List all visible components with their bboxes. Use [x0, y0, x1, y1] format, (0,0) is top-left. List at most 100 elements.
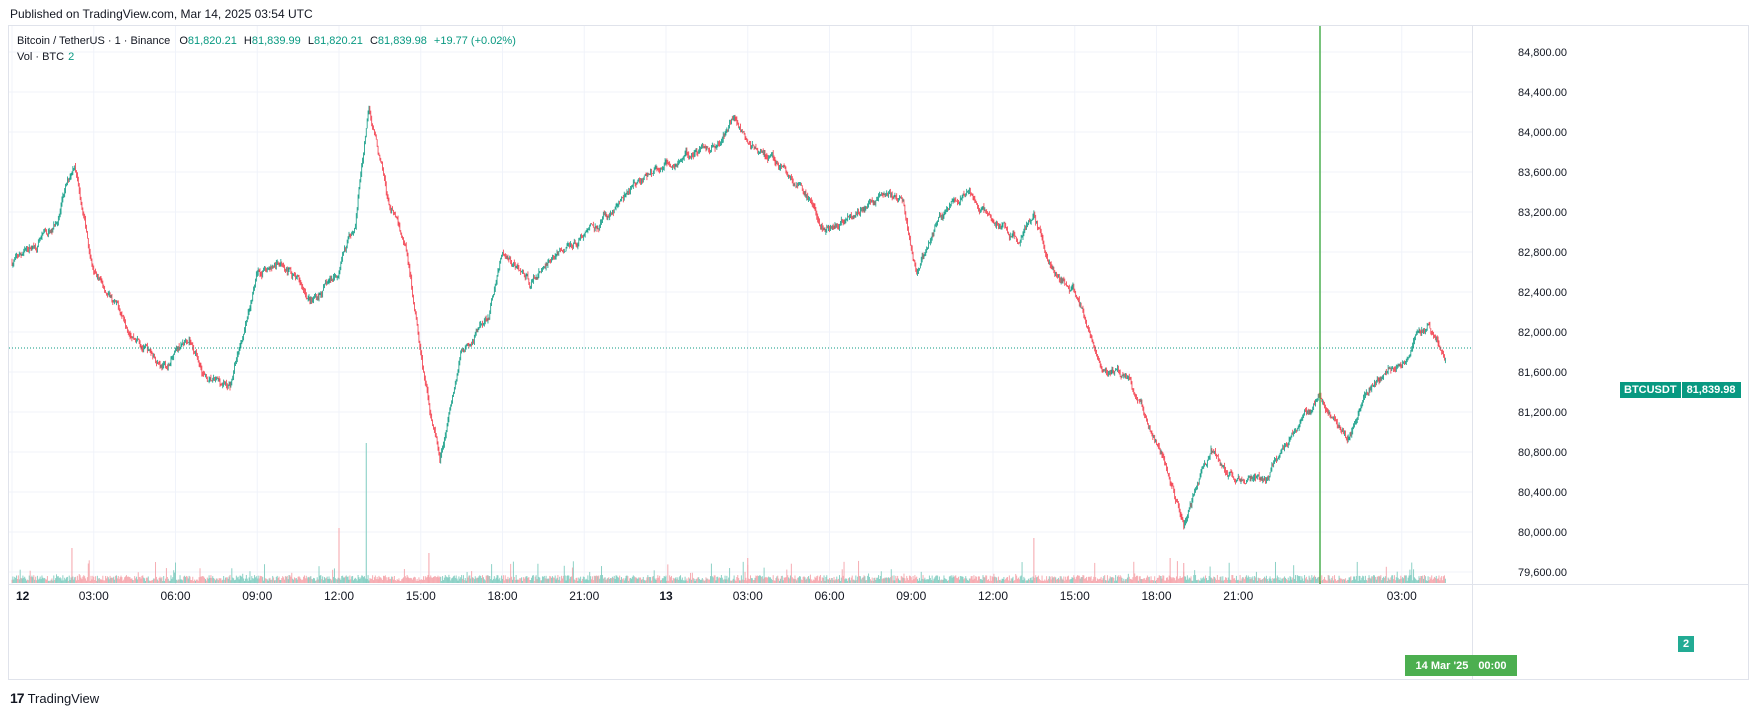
- volume-value: 2: [68, 51, 75, 63]
- volume-bar: [486, 575, 488, 583]
- volume-bar: [182, 580, 184, 583]
- volume-bar: [924, 577, 926, 583]
- volume-bar: [350, 579, 352, 583]
- volume-bar: [34, 579, 36, 583]
- volume-bar: [1300, 580, 1302, 583]
- volume-bar: [742, 561, 744, 583]
- volume-bar: [148, 580, 150, 583]
- volume-bar: [61, 580, 63, 583]
- volume-bar: [650, 577, 652, 583]
- volume-bar: [1108, 578, 1110, 583]
- footer-branding[interactable]: 17 TradingView: [10, 690, 99, 706]
- volume-bar: [1097, 579, 1099, 583]
- volume-bar: [898, 578, 900, 583]
- volume-bar: [640, 577, 642, 583]
- volume-bar: [1180, 577, 1182, 583]
- volume-bar: [784, 577, 786, 583]
- volume-bar: [1083, 575, 1085, 583]
- volume-bar: [46, 579, 48, 583]
- volume-bar: [1165, 577, 1167, 583]
- volume-bar: [102, 575, 104, 583]
- volume-bar: [556, 577, 558, 583]
- volume-bar: [908, 575, 910, 583]
- volume-bar: [970, 576, 972, 583]
- volume-bar: [440, 576, 442, 583]
- volume-bar: [1018, 579, 1020, 583]
- volume-bar: [1223, 580, 1225, 583]
- volume-bar: [740, 575, 742, 583]
- volume-bar: [98, 578, 100, 583]
- volume-bar: [1282, 578, 1284, 583]
- volume-bar: [188, 575, 190, 583]
- volume-bar: [1327, 575, 1329, 583]
- volume-bar: [125, 576, 127, 583]
- volume-bar: [985, 575, 987, 583]
- candlesticks: [11, 105, 1446, 530]
- volume-bar: [307, 576, 309, 583]
- volume-bar: [339, 578, 341, 583]
- volume-bar: [62, 575, 64, 583]
- volume-bar: [637, 578, 639, 583]
- volume-bar: [815, 577, 817, 583]
- volume-bar: [325, 577, 327, 583]
- volume-bar: [927, 579, 929, 583]
- volume-bar: [1268, 578, 1270, 583]
- volume-bar: [1242, 577, 1244, 583]
- volume-bar: [369, 578, 371, 583]
- volume-bar: [1388, 578, 1390, 583]
- volume-bar: [258, 578, 260, 583]
- volume-bar: [1057, 577, 1059, 583]
- volume-bar: [120, 575, 122, 583]
- volume-bar: [466, 571, 468, 583]
- volume-bar: [964, 578, 966, 583]
- high-label: H: [243, 35, 252, 47]
- volume-bar: [454, 577, 456, 583]
- volume-bar: [1123, 578, 1125, 583]
- volume-bar: [969, 578, 971, 583]
- volume-bar: [1049, 576, 1051, 583]
- volume-bar: [463, 580, 465, 583]
- volume-bar: [278, 576, 280, 583]
- volume-bar: [183, 576, 185, 583]
- volume-bar: [547, 578, 549, 583]
- volume-bar: [975, 576, 977, 583]
- volume-bar: [1267, 580, 1269, 583]
- volume-bar: [636, 578, 638, 583]
- volume-bar: [571, 567, 573, 583]
- chart-frame[interactable]: [8, 25, 1749, 680]
- volume-bar: [1037, 575, 1039, 583]
- volume-bar: [987, 580, 989, 583]
- volume-bar: [313, 578, 315, 583]
- volume-bar: [92, 575, 94, 583]
- volume-bar: [21, 578, 23, 583]
- volume-bar: [698, 577, 700, 583]
- volume-bar: [730, 580, 732, 583]
- volume-bar: [1260, 579, 1262, 583]
- legend-symbol[interactable]: Bitcoin / TetherUS · 1 · Binance: [17, 35, 171, 47]
- volume-label[interactable]: Vol · BTC: [17, 51, 65, 63]
- volume-bar: [825, 576, 827, 583]
- volume-bar: [1185, 576, 1187, 583]
- volume-bar: [773, 580, 775, 583]
- volume-bar: [780, 575, 782, 583]
- volume-bar: [709, 579, 711, 583]
- volume-bar: [124, 577, 126, 583]
- volume-bar: [254, 577, 256, 583]
- volume-bar: [331, 580, 333, 583]
- volume-bar: [333, 568, 335, 583]
- volume-bar: [1435, 575, 1437, 583]
- volume-bar: [1140, 579, 1142, 583]
- volume-bar: [33, 575, 35, 583]
- volume-bar: [808, 576, 810, 583]
- published-notice: Published on TradingView.com, Mar 14, 20…: [10, 7, 313, 21]
- volume-bar: [531, 575, 533, 583]
- volume-bar: [1138, 576, 1140, 583]
- volume-bar: [573, 579, 575, 583]
- crosshair-date: 14 Mar '25: [1415, 659, 1469, 672]
- volume-bar: [1313, 576, 1315, 583]
- volume-bar: [113, 576, 115, 583]
- volume-bar: [23, 577, 25, 583]
- volume-bar: [1351, 580, 1353, 583]
- volume-bar: [226, 577, 228, 583]
